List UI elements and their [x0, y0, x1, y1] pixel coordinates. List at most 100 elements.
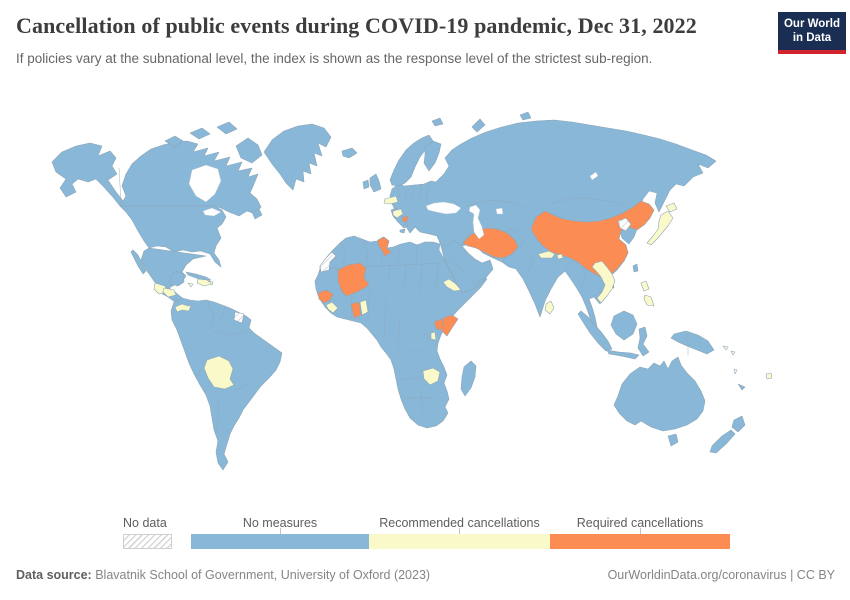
chart-subtitle: If policies vary at the subnational leve… — [16, 50, 653, 66]
map-region-tunisia[interactable] — [377, 236, 392, 257]
yucatan-peninsula[interactable] — [169, 270, 185, 287]
island-ireland[interactable] — [362, 179, 370, 190]
island-svalbard[interactable] — [431, 117, 444, 127]
legend-tick — [640, 528, 641, 534]
map-legend: No data No measures Recommended cancella… — [0, 515, 850, 560]
legend-tick — [280, 528, 281, 534]
island-madagascar[interactable] — [460, 360, 477, 397]
aral-sea — [495, 207, 504, 215]
island-java[interactable] — [606, 349, 640, 360]
island-novaya-zemlya[interactable] — [471, 118, 486, 133]
map-region-vanuatu[interactable] — [733, 368, 738, 375]
legend-label-recommended: Recommended cancellations — [379, 516, 540, 530]
map-region-solomon-islands-2[interactable] — [730, 350, 736, 356]
legend-swatch-recommended[interactable] — [369, 534, 550, 549]
map-region-guinea[interactable] — [317, 289, 334, 304]
island-sulawesi[interactable] — [637, 326, 650, 357]
map-region-austria[interactable] — [383, 195, 399, 205]
map-region-montenegro[interactable] — [401, 215, 409, 223]
lake-baikal — [589, 171, 599, 181]
owid-logo-line1: Our World — [783, 17, 840, 30]
map-region-croatia[interactable] — [392, 208, 404, 219]
license-label[interactable]: CC BY — [796, 568, 835, 582]
island[interactable] — [164, 135, 184, 148]
colored-regions — [153, 195, 773, 390]
island-baffin[interactable] — [235, 137, 263, 164]
owid-logo[interactable]: Our World in Data — [778, 12, 846, 54]
legend-label-no-measures: No measures — [242, 516, 318, 530]
caspian-sea — [468, 204, 485, 240]
legend-swatch-no-measures[interactable] — [191, 534, 369, 549]
island-newfoundland[interactable] — [251, 208, 263, 220]
island-borneo[interactable] — [610, 310, 638, 341]
map-region-solomon-islands[interactable] — [722, 345, 729, 351]
island-sumatra[interactable] — [577, 310, 613, 352]
island-severnaya[interactable] — [519, 111, 532, 121]
island-taiwan[interactable] — [632, 263, 639, 273]
owid-link[interactable]: OurWorldinData.org/coronavirus — [607, 568, 787, 582]
map-region-eritrea[interactable] — [442, 278, 462, 292]
footer-separator: | — [786, 568, 797, 582]
map-region-philippines-luzon[interactable] — [640, 280, 650, 292]
island-sicily[interactable] — [399, 228, 406, 234]
page-title: Cancellation of public events during COV… — [16, 13, 697, 38]
island[interactable] — [216, 121, 238, 135]
map-region-jamaica[interactable] — [187, 282, 194, 288]
map-region-vietnam-laos[interactable] — [591, 260, 616, 304]
island-new-guinea[interactable] — [670, 330, 715, 355]
data-source-value: Blavatnik School of Government, Universi… — [91, 568, 431, 582]
island-tasmania[interactable] — [667, 433, 679, 447]
map-region-honduras[interactable] — [162, 287, 177, 298]
inland-seas — [188, 164, 599, 240]
map-region-finland[interactable] — [423, 140, 442, 172]
legend-swatch-required[interactable] — [550, 534, 730, 549]
map-region-usa[interactable] — [119, 205, 227, 268]
legend-color-bar — [191, 534, 730, 549]
map-region-benin[interactable] — [359, 299, 369, 316]
owid-logo-line2: in Data — [792, 32, 832, 44]
map-region-puerto-rico[interactable] — [208, 280, 214, 286]
legend-no-data-label: No data — [123, 516, 167, 530]
island-new-caledonia[interactable] — [737, 383, 746, 391]
legend-no-data-swatch[interactable] — [123, 534, 172, 549]
map-region-alaska[interactable] — [51, 142, 125, 207]
chart-footer: Data source: Blavatnik School of Governm… — [16, 568, 835, 582]
map-region-mali[interactable] — [337, 262, 370, 297]
island[interactable] — [189, 127, 211, 140]
data-source-label: Data source: — [16, 568, 92, 582]
world-map-svg — [51, 111, 773, 471]
map-region-ghana[interactable] — [350, 301, 362, 319]
map-region-liberia[interactable] — [325, 301, 339, 314]
footer-right: OurWorldinData.org/coronavirus | CC BY — [608, 568, 835, 582]
map-region-new-zealand-south[interactable] — [709, 429, 736, 454]
map-region-greenland[interactable] — [263, 123, 332, 191]
map-region-dominican-republic[interactable] — [196, 278, 213, 287]
map-region-australia[interactable] — [613, 356, 706, 432]
map-region-bhutan[interactable] — [556, 253, 564, 260]
map-region-japan-hokkaido[interactable] — [665, 202, 678, 213]
hudson-bay — [188, 164, 222, 203]
map-region-nepal[interactable] — [537, 250, 556, 259]
map-region-western-sahara[interactable] — [319, 251, 337, 273]
map-region-bolivia[interactable] — [203, 355, 235, 390]
map-region-kenya[interactable] — [440, 314, 459, 337]
map-region-panama[interactable] — [174, 303, 192, 313]
data-source-note: Data source: Blavatnik School of Governm… — [16, 568, 430, 582]
map-region-suriname[interactable] — [233, 311, 245, 324]
world-map — [0, 108, 850, 512]
island-great-britain[interactable] — [369, 173, 382, 193]
island-iceland[interactable] — [341, 147, 358, 159]
legend-label-required: Required cancellations — [576, 516, 704, 530]
map-region-fiji[interactable] — [765, 372, 773, 380]
map-region-zimbabwe[interactable] — [422, 367, 441, 386]
map-region-sri-lanka[interactable] — [544, 300, 555, 315]
baja-peninsula[interactable] — [130, 249, 147, 275]
map-region-north-korea[interactable] — [617, 217, 632, 232]
map-region-rwanda-burundi[interactable] — [430, 331, 437, 341]
legend-tick — [459, 528, 460, 534]
map-region-new-zealand-north[interactable] — [731, 415, 746, 433]
black-sea — [425, 201, 462, 215]
map-region-japan[interactable] — [646, 210, 674, 246]
map-region-philippines-mindanao[interactable] — [643, 294, 655, 307]
country-borders — [118, 167, 689, 432]
